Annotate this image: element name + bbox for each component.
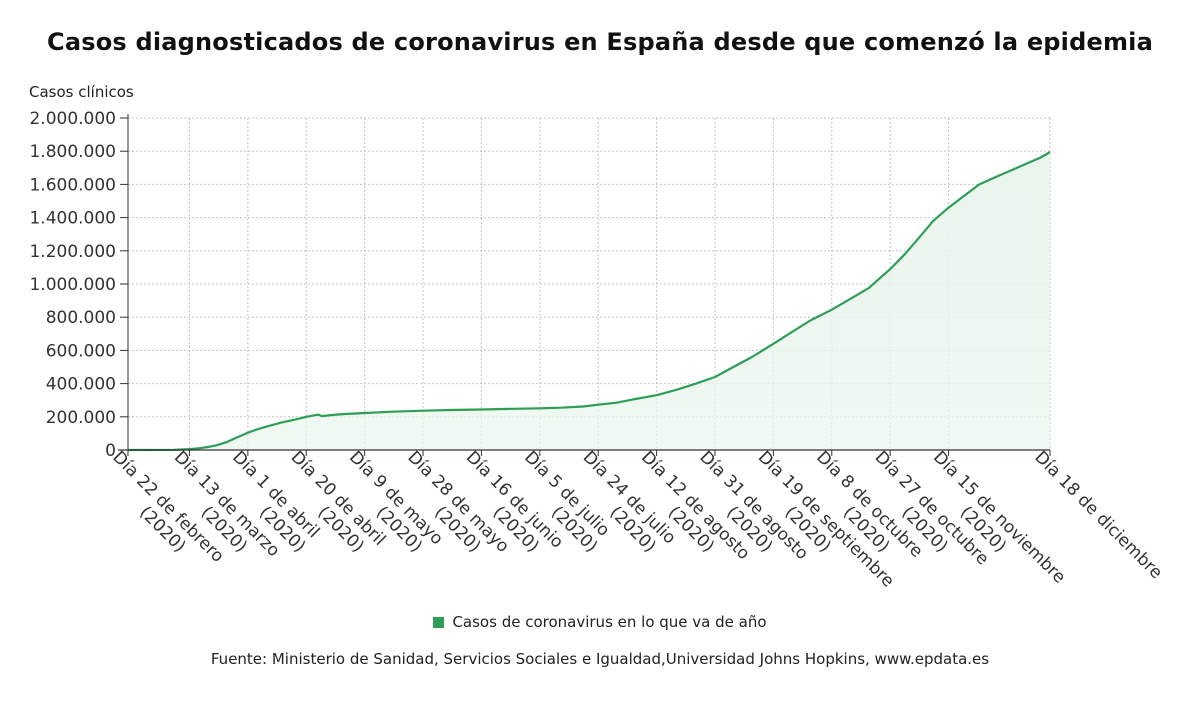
series-line xyxy=(127,151,1051,452)
y-tick-label: 800.000 xyxy=(46,308,116,328)
y-tick-label: 1.400.000 xyxy=(29,209,116,229)
y-tick-label: 400.000 xyxy=(46,375,116,395)
y-tick-label: 600.000 xyxy=(46,341,116,361)
y-tick-label: 1.200.000 xyxy=(29,242,116,262)
y-tick-label: 2.000.000 xyxy=(29,109,116,129)
chart-title: Casos diagnosticados de coronavirus en E… xyxy=(47,28,1153,56)
legend-label: Casos de coronavirus en lo que va de año xyxy=(452,613,767,631)
y-tick-label: 1.600.000 xyxy=(29,175,116,195)
source-note: Fuente: Ministerio de Sanidad, Servicios… xyxy=(210,650,990,668)
legend-swatch xyxy=(433,616,445,628)
y-tick-label: 0 xyxy=(105,441,116,461)
y-axis-title: Casos clínicos xyxy=(29,83,134,101)
y-tick-label: 1.800.000 xyxy=(29,142,116,162)
y-tick-label: 1.000.000 xyxy=(29,275,116,295)
series-area xyxy=(128,152,1050,450)
legend: Casos de coronavirus en lo que va de año xyxy=(0,613,1200,631)
y-tick-label: 200.000 xyxy=(46,408,116,428)
